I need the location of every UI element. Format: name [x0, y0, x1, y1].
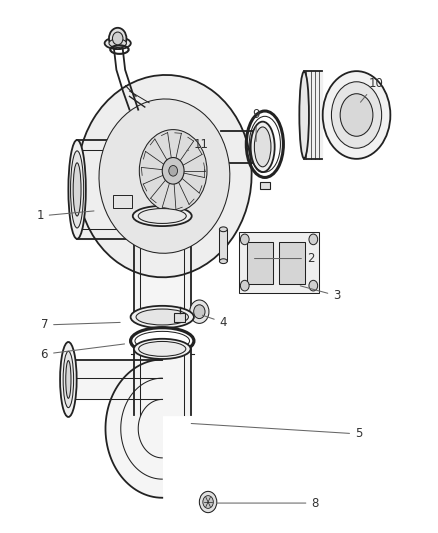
Ellipse shape: [66, 361, 71, 398]
Circle shape: [309, 280, 318, 291]
Ellipse shape: [323, 71, 390, 159]
Ellipse shape: [63, 351, 74, 408]
Ellipse shape: [73, 163, 81, 216]
Ellipse shape: [138, 208, 186, 223]
Ellipse shape: [219, 227, 227, 232]
Circle shape: [162, 158, 184, 184]
Bar: [239, 232, 319, 293]
Ellipse shape: [131, 306, 194, 328]
Text: 2: 2: [254, 252, 314, 265]
Ellipse shape: [134, 339, 191, 359]
Ellipse shape: [139, 130, 207, 212]
Ellipse shape: [68, 140, 86, 239]
Ellipse shape: [332, 82, 381, 148]
Text: 1: 1: [36, 209, 94, 222]
Bar: [113, 195, 132, 208]
Bar: [174, 313, 185, 322]
Text: 8: 8: [216, 497, 319, 510]
Ellipse shape: [251, 122, 275, 172]
Ellipse shape: [71, 151, 84, 228]
Circle shape: [109, 28, 127, 49]
Ellipse shape: [254, 127, 271, 167]
Text: 5: 5: [191, 424, 362, 440]
Ellipse shape: [299, 71, 309, 159]
Circle shape: [309, 234, 318, 245]
Text: 10: 10: [360, 77, 384, 102]
Ellipse shape: [340, 94, 373, 136]
Ellipse shape: [136, 309, 188, 325]
Text: 4: 4: [202, 315, 227, 329]
Circle shape: [190, 300, 209, 324]
Bar: [219, 229, 227, 261]
Text: 3: 3: [300, 286, 341, 302]
Ellipse shape: [133, 206, 192, 226]
Bar: [247, 242, 273, 284]
Bar: [279, 242, 305, 284]
Ellipse shape: [109, 39, 127, 47]
Text: 9: 9: [252, 109, 260, 141]
Circle shape: [199, 491, 217, 513]
Circle shape: [240, 280, 249, 291]
Ellipse shape: [219, 259, 227, 264]
Polygon shape: [106, 360, 162, 498]
Ellipse shape: [77, 75, 251, 277]
Ellipse shape: [99, 99, 230, 253]
Ellipse shape: [139, 342, 186, 357]
Circle shape: [169, 165, 177, 176]
Text: 6: 6: [41, 344, 124, 361]
Ellipse shape: [60, 342, 77, 417]
Text: 11: 11: [187, 138, 209, 151]
Bar: [260, 182, 270, 189]
Circle shape: [203, 496, 213, 508]
Text: 7: 7: [41, 319, 120, 332]
Ellipse shape: [105, 37, 131, 49]
Circle shape: [113, 32, 123, 45]
Circle shape: [240, 234, 249, 245]
Circle shape: [194, 305, 205, 319]
